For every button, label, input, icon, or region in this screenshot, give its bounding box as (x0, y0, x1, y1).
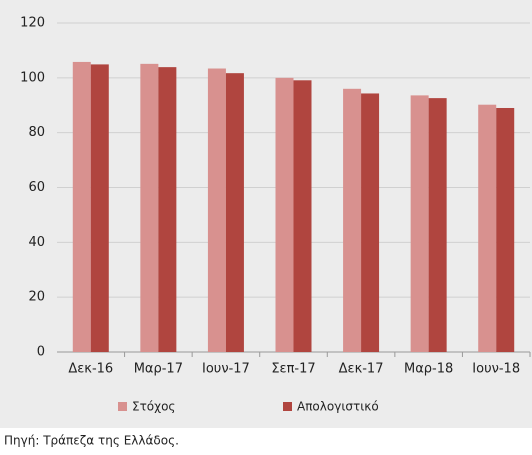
x-tick-label: Μαρ-17 (134, 362, 183, 377)
x-tick-label: Μαρ-18 (404, 362, 453, 377)
bar (410, 95, 429, 352)
bar (293, 80, 312, 352)
bar (225, 73, 244, 353)
bar (140, 63, 159, 353)
legend-label: Στόχος (132, 400, 175, 414)
bar (90, 64, 109, 352)
bar (207, 68, 226, 353)
bar (478, 104, 497, 353)
x-tick-label: Σεπ-17 (271, 362, 315, 377)
bar (428, 98, 447, 352)
bar (158, 67, 177, 352)
x-tick-label: Δεκ-16 (68, 362, 113, 377)
source-note: Πηγή: Τράπεζα της Ελλάδος. (4, 434, 179, 448)
legend-label: Απολογιστικό (297, 400, 379, 414)
legend-swatch (283, 402, 292, 411)
y-tick-label: 100 (20, 70, 45, 85)
y-tick-label: 40 (28, 235, 45, 250)
bar (275, 77, 294, 352)
bar (496, 107, 515, 352)
x-tick-label: Ιουν-18 (472, 362, 520, 377)
y-tick-label: 80 (28, 125, 45, 140)
y-tick-label: 60 (28, 180, 45, 195)
legend-swatch (118, 402, 127, 411)
y-tick-label: 20 (28, 290, 45, 305)
y-tick-label: 120 (20, 16, 45, 31)
bar (361, 93, 380, 353)
bar (343, 88, 362, 353)
x-tick-label: Ιουν-17 (202, 362, 250, 377)
x-tick-label: Δεκ-17 (339, 362, 384, 377)
bar (72, 61, 91, 352)
y-tick-label: 0 (37, 345, 45, 360)
